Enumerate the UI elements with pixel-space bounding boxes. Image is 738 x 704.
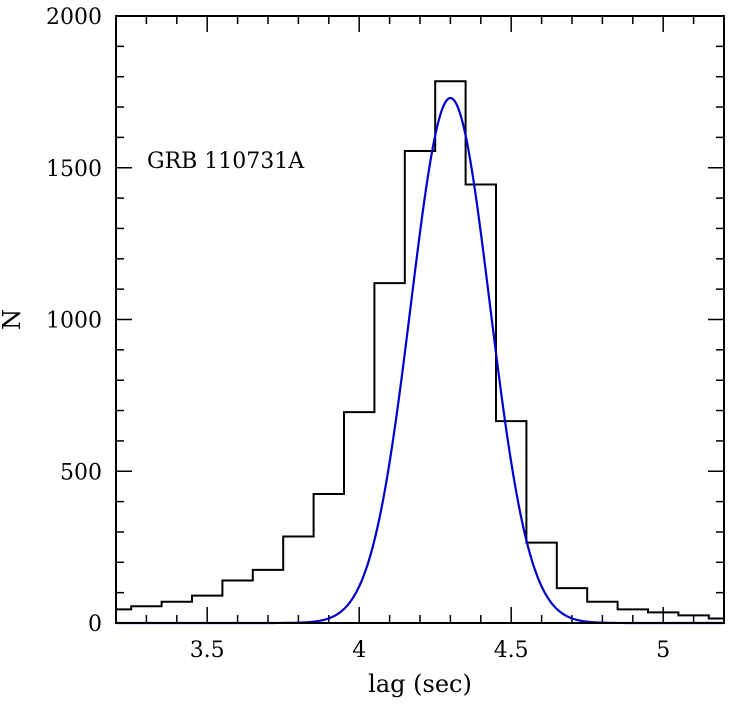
fit-layer xyxy=(116,96,724,625)
y-tick-label: 0 xyxy=(88,612,102,637)
annotation-label: GRB 110731A xyxy=(147,149,305,174)
histogram-outline xyxy=(116,80,724,620)
histogram-bin xyxy=(405,151,435,623)
x-axis-label: lag (sec) xyxy=(368,670,472,698)
histogram-bin xyxy=(374,283,404,623)
histogram-layer xyxy=(116,80,724,623)
histogram-bin xyxy=(314,494,344,623)
plot-frame xyxy=(115,15,725,624)
histogram-bin xyxy=(116,609,131,623)
histogram-bin xyxy=(435,81,465,623)
y-tick-label: 1500 xyxy=(46,157,102,182)
ticks-layer xyxy=(115,15,725,624)
x-tick-label: 4 xyxy=(352,638,366,663)
y-tick-label: 1000 xyxy=(46,309,102,334)
x-tick-label: 5 xyxy=(656,638,670,663)
histogram-bin xyxy=(344,412,374,623)
histogram-bin xyxy=(466,184,496,623)
histogram-bin xyxy=(283,537,313,623)
tick-labels-layer: 3.5 4 4.5 5 0 500 1000 1500 2000 xyxy=(46,5,670,663)
y-axis-label: N xyxy=(0,309,26,330)
y-tick-label: 2000 xyxy=(46,5,102,30)
gaussian-fit-curve xyxy=(116,96,724,625)
x-tick-label: 3.5 xyxy=(190,638,225,663)
x-tick-label: 4.5 xyxy=(494,638,529,663)
y-tick-label: 500 xyxy=(60,460,102,485)
